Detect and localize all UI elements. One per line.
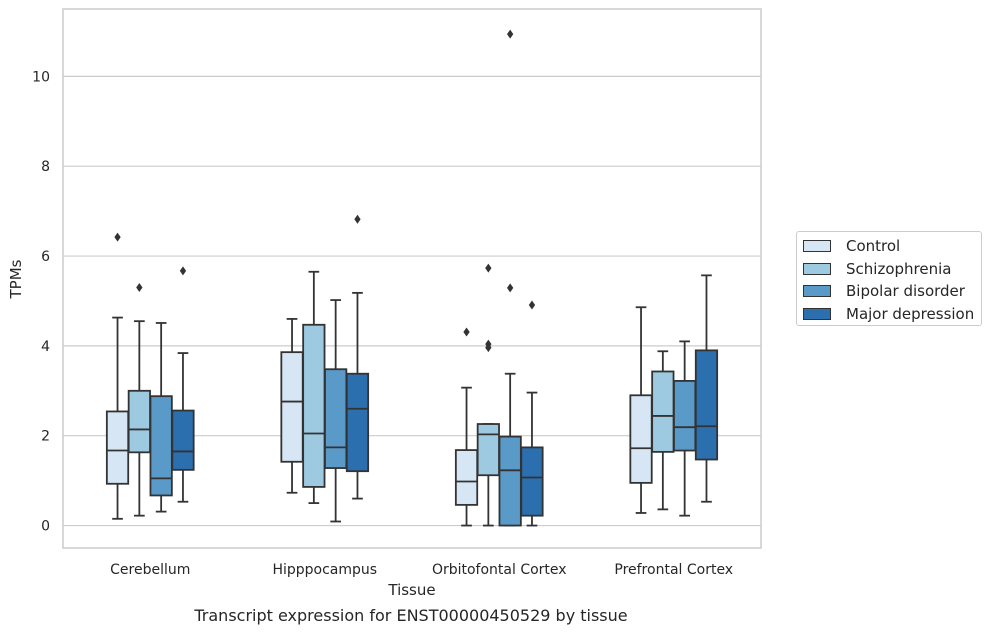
legend-swatch bbox=[803, 240, 831, 252]
box-plot bbox=[673, 340, 697, 517]
box-plot bbox=[345, 214, 370, 500]
outlier-point bbox=[528, 300, 536, 310]
tick-layer: 0 2 4 6 8 10 Cerebellum Hipppocampus Orbitofonta… bbox=[32, 69, 733, 578]
outlier-point bbox=[179, 266, 187, 276]
outlier-point bbox=[136, 282, 143, 292]
box-plot bbox=[324, 299, 348, 523]
box-layer bbox=[105, 29, 719, 527]
box-plot bbox=[149, 322, 173, 513]
x-tick-label: Hipppocampus bbox=[272, 562, 377, 578]
x-axis-label: Tissue bbox=[387, 581, 435, 599]
box-plot bbox=[694, 274, 719, 503]
x-tick-label: Orbitofontal Cortex bbox=[432, 562, 567, 578]
outlier-point bbox=[114, 232, 121, 242]
box-iqr bbox=[105, 410, 130, 485]
box-iqr bbox=[302, 323, 326, 488]
legend-item: Major depression bbox=[803, 304, 974, 324]
outlier-point bbox=[507, 29, 514, 39]
legend-item: Control bbox=[803, 236, 900, 256]
box-iqr bbox=[629, 394, 653, 484]
box-iqr bbox=[171, 409, 195, 471]
legend-item: Schizophrenia bbox=[803, 259, 951, 279]
box-iqr bbox=[520, 446, 544, 517]
box-iqr bbox=[149, 395, 173, 497]
box-plot bbox=[476, 263, 500, 527]
outlier-point bbox=[354, 214, 361, 224]
box-plot bbox=[105, 232, 130, 520]
legend-label: Control bbox=[846, 237, 901, 255]
box-plot bbox=[520, 300, 544, 527]
box-plot bbox=[454, 327, 479, 527]
y-axis-label: TPMs bbox=[7, 259, 25, 299]
box-iqr bbox=[454, 449, 479, 506]
legend-swatch bbox=[803, 307, 831, 320]
box-iqr bbox=[127, 389, 151, 454]
legend-label: Schizophrenia bbox=[846, 259, 952, 278]
legend-item: Bipolar disorder bbox=[803, 281, 965, 301]
x-tick-label: Cerebellum bbox=[110, 562, 190, 578]
legend-label: Bipolar disorder bbox=[846, 282, 965, 300]
box-plot bbox=[171, 266, 195, 503]
plot-frame bbox=[62, 8, 762, 549]
box-iqr bbox=[673, 380, 697, 452]
y-tick-label: 10 bbox=[32, 69, 50, 85]
box-plot bbox=[280, 318, 304, 494]
box-plot bbox=[302, 270, 326, 504]
box-plot bbox=[498, 29, 522, 527]
y-tick-label: 8 bbox=[41, 159, 50, 175]
box-plot bbox=[127, 282, 151, 517]
outlier-point bbox=[463, 327, 470, 337]
box-iqr bbox=[476, 423, 500, 477]
y-tick-label: 0 bbox=[41, 519, 50, 535]
figure-caption: Transcript expression for ENST0000045052… bbox=[194, 606, 628, 625]
box-plot bbox=[629, 306, 653, 514]
legend-swatch bbox=[803, 285, 831, 297]
x-tick-label: Prefrontal Cortex bbox=[614, 562, 733, 578]
y-tick-label: 6 bbox=[41, 249, 50, 265]
y-tick-label: 4 bbox=[41, 339, 50, 355]
box-iqr bbox=[280, 351, 304, 463]
y-tick-label: 2 bbox=[41, 429, 50, 445]
outlier-point bbox=[485, 263, 492, 273]
legend-swatch bbox=[803, 262, 831, 275]
outlier-point bbox=[485, 343, 492, 353]
box-plot bbox=[651, 350, 675, 511]
legend-label: Major depression bbox=[846, 304, 975, 323]
box-iqr bbox=[651, 370, 675, 453]
outlier-point bbox=[507, 283, 514, 293]
box-iqr bbox=[345, 372, 370, 473]
legend: Control Schizophrenia Bipolar disorder Majo… bbox=[796, 231, 982, 326]
box-iqr bbox=[498, 435, 522, 527]
box-iqr bbox=[324, 368, 348, 469]
box-iqr bbox=[694, 349, 719, 461]
